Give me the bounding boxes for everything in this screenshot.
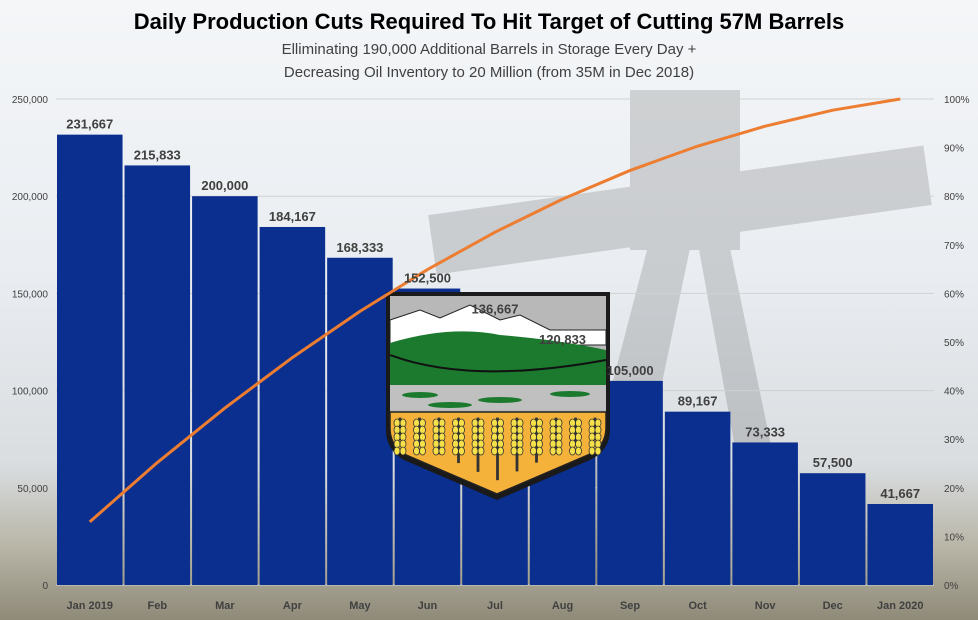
bar-data-label: 231,667	[66, 117, 113, 132]
y2-tick-label: 20%	[944, 484, 964, 495]
wheat-grain	[569, 446, 576, 456]
bar-data-label: 105,000	[607, 363, 654, 378]
wheat-grain	[516, 446, 524, 456]
bar-data-label: 41,667	[880, 486, 920, 501]
chart-subtitle-line2: Decreasing Oil Inventory to 20 Million (…	[283, 64, 695, 81]
wheat-grain	[536, 446, 543, 456]
y-tick-label: 50,000	[17, 484, 48, 495]
y-tick-label: 100,000	[12, 387, 49, 398]
bar-data-label: 136,667	[472, 301, 519, 316]
wheat-grain	[393, 446, 401, 456]
y2-tick-label: 50%	[944, 338, 964, 349]
bar	[124, 165, 191, 585]
wheat-grain	[471, 446, 479, 456]
bar-data-label: 73,333	[745, 424, 785, 439]
bar-data-label: 184,167	[269, 209, 316, 224]
y2-tick-label: 40%	[944, 387, 964, 398]
wheat-grain	[419, 446, 426, 456]
y2-tick-label: 0%	[944, 581, 959, 592]
x-tick-label: Mar	[215, 600, 235, 612]
wheat-grain	[549, 446, 557, 456]
bar	[259, 226, 326, 585]
wheat-grain	[588, 446, 596, 456]
bar-data-label: 200,000	[201, 178, 248, 193]
bar	[867, 503, 933, 585]
y2-tick-label: 60%	[944, 289, 964, 300]
x-tick-label: Nov	[755, 600, 777, 612]
y2-tick-label: 100%	[944, 95, 970, 106]
bar-data-label: 215,833	[134, 147, 181, 162]
bar-data-label: 152,500	[404, 271, 451, 286]
x-tick-label: Jul	[487, 600, 503, 612]
x-tick-label: Jan 2020	[877, 600, 923, 612]
wheat-grain	[555, 446, 563, 456]
wheat-grain	[575, 446, 582, 456]
y2-tick-label: 70%	[944, 241, 964, 252]
y2-tick-label: 90%	[944, 144, 964, 155]
wheat-grain	[594, 446, 602, 456]
wheat-grain	[438, 446, 446, 456]
bar	[327, 257, 393, 585]
wheat-grain	[432, 446, 440, 456]
alberta-crest-image	[386, 292, 610, 500]
wheat-grain	[491, 446, 498, 456]
x-tick-label: Sep	[620, 600, 640, 612]
chart-subtitle-line1: Elliminating 190,000 Additional Barrels …	[281, 41, 697, 58]
y2-tick-label: 10%	[944, 532, 964, 543]
bar	[664, 411, 731, 585]
y-tick-label: 200,000	[12, 192, 49, 203]
x-tick-label: Jan 2019	[67, 600, 113, 612]
bar	[799, 473, 866, 585]
wheat-grain	[413, 446, 420, 456]
wheat-grain	[452, 446, 459, 456]
bar	[57, 134, 123, 586]
y2-tick-label: 30%	[944, 435, 964, 446]
bar-data-label: 57,500	[813, 455, 853, 470]
chart-title: Daily Production Cuts Required To Hit Ta…	[133, 9, 845, 34]
y2-tick-label: 80%	[944, 192, 964, 203]
x-tick-label: Oct	[688, 600, 707, 612]
bar	[732, 442, 798, 585]
cumulative-percent-line	[88, 97, 901, 523]
wheat-grain	[530, 446, 537, 456]
x-tick-label: Apr	[283, 600, 303, 612]
x-tick-label: Jun	[418, 600, 438, 612]
x-tick-label: Aug	[552, 600, 573, 612]
x-tick-label: Feb	[148, 600, 168, 612]
wheat-grain	[477, 446, 485, 456]
bar-data-label: 168,333	[336, 240, 383, 255]
wheat-grain	[497, 446, 504, 456]
y-tick-label: 150,000	[12, 289, 49, 300]
wheat-grain	[510, 446, 518, 456]
y-tick-label: 250,000	[12, 95, 49, 106]
bar-data-label: 120,833	[539, 332, 586, 347]
wheat-grain	[458, 446, 465, 456]
wheat-grain	[399, 446, 407, 456]
bar-data-label: 89,167	[678, 394, 718, 409]
x-tick-label: May	[349, 600, 371, 612]
y-tick-label: 0	[42, 581, 48, 592]
x-tick-label: Dec	[823, 600, 843, 612]
